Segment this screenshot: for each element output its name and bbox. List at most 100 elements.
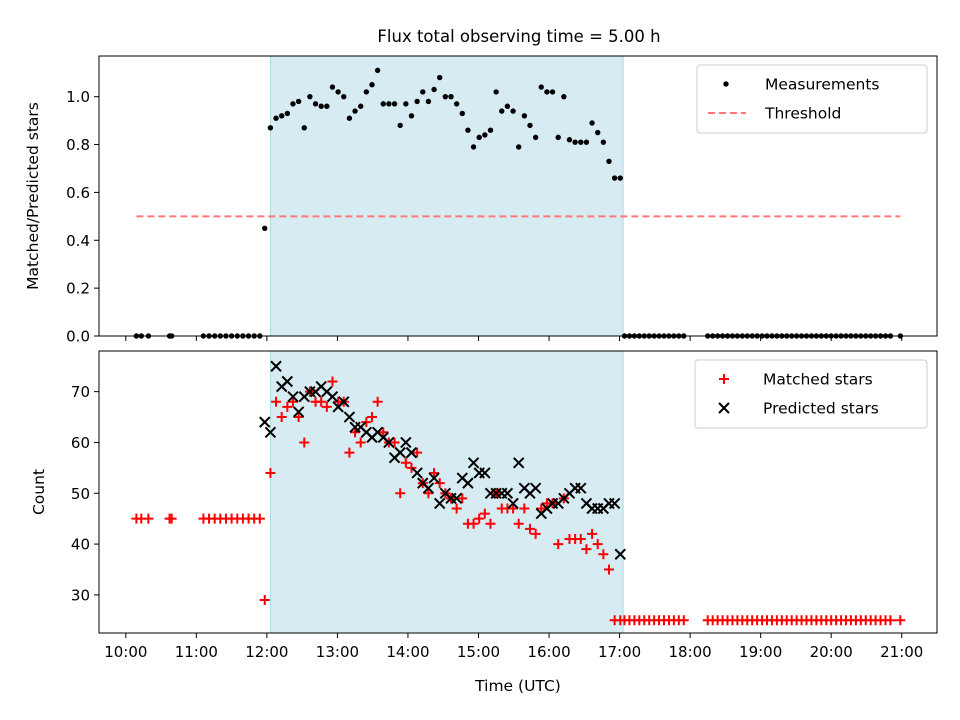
matched-star-point bbox=[457, 493, 468, 504]
predicted-star-point bbox=[450, 492, 463, 505]
matched-star-point bbox=[282, 401, 293, 412]
matched-star-point bbox=[378, 427, 389, 438]
measurement-point bbox=[425, 98, 432, 105]
matched-star-point bbox=[254, 513, 265, 524]
measurement-point bbox=[589, 120, 595, 126]
predicted-star-point bbox=[507, 497, 519, 510]
y-axis-label: Count bbox=[30, 469, 48, 515]
x-tick-label: 12:00 bbox=[245, 643, 288, 661]
predicted-star-point bbox=[343, 411, 356, 423]
measurement-point bbox=[493, 89, 499, 95]
measurement-point bbox=[499, 108, 505, 114]
measurement-point bbox=[346, 115, 353, 121]
measurement-point bbox=[532, 134, 539, 141]
legend-label: Matched stars bbox=[763, 371, 873, 389]
predicted-star-point bbox=[383, 436, 395, 449]
legend-box bbox=[696, 64, 928, 134]
measurement-point bbox=[465, 127, 471, 133]
matched-star-point bbox=[587, 528, 598, 539]
measurement-point bbox=[549, 89, 556, 95]
predicted-star-point bbox=[512, 457, 525, 469]
measurement-point bbox=[527, 122, 533, 129]
predicted-star-point bbox=[433, 497, 446, 510]
measurement-point bbox=[262, 225, 268, 232]
measurement-point bbox=[516, 144, 522, 150]
matched-star-point bbox=[271, 396, 282, 407]
x-tick-label: 15:00 bbox=[457, 643, 500, 661]
matched-star-point bbox=[366, 412, 377, 423]
matched-star-point bbox=[598, 549, 609, 560]
y-tick-label: 0.0 bbox=[66, 328, 90, 346]
predicted-star-point bbox=[405, 446, 418, 459]
measurement-point bbox=[431, 86, 437, 93]
measurement-point bbox=[301, 125, 307, 131]
x-tick-label: 14:00 bbox=[386, 643, 429, 661]
measurement-point bbox=[487, 127, 494, 133]
matched-star-point bbox=[355, 437, 366, 448]
matched-star-point bbox=[581, 544, 592, 555]
matched-star-point bbox=[299, 437, 310, 448]
measurement-point bbox=[380, 101, 386, 107]
measurement-point bbox=[504, 103, 511, 109]
predicted-star-point bbox=[462, 477, 474, 489]
legend: Matched stars Predicted stars bbox=[694, 359, 928, 429]
matched-star-point bbox=[885, 615, 896, 626]
y-tick-label: 70 bbox=[71, 383, 90, 401]
measurement-point bbox=[561, 93, 567, 100]
y-tick-label: 40 bbox=[71, 536, 90, 554]
bottom-panel: 30 40 50 60 70 10:00 11:00 12:00 13:00 14:00 15:00… bbox=[30, 350, 938, 695]
measurement-point bbox=[510, 108, 516, 114]
measurement-point bbox=[442, 93, 449, 100]
measurement-point bbox=[295, 98, 302, 105]
measurement-point bbox=[329, 84, 336, 90]
matched-star-point bbox=[434, 478, 445, 489]
measurement-point bbox=[386, 101, 392, 107]
matched-star-point bbox=[166, 513, 177, 524]
matched-star-point bbox=[259, 594, 270, 605]
predicted-star-point bbox=[529, 482, 542, 494]
measurement-point bbox=[391, 101, 398, 107]
predicted-star-point bbox=[614, 548, 626, 560]
predicted-star-point bbox=[394, 446, 406, 459]
measurement-point bbox=[572, 139, 578, 145]
predicted-star-point bbox=[259, 416, 271, 428]
legend-box bbox=[694, 359, 928, 429]
measurement-point bbox=[538, 84, 544, 90]
matched-star-point bbox=[513, 518, 524, 529]
predicted-star-point bbox=[428, 472, 440, 484]
measurement-point bbox=[448, 93, 454, 100]
matched-star-point bbox=[400, 457, 411, 468]
measurement-point bbox=[470, 144, 477, 150]
x-tick-label: 21:00 bbox=[880, 643, 923, 661]
matched-star-point bbox=[479, 508, 490, 519]
measurement-point bbox=[363, 89, 370, 95]
predicted-star-point bbox=[422, 482, 435, 494]
y-tick-label: 50 bbox=[71, 485, 90, 503]
matched-star-point bbox=[468, 518, 479, 529]
measurement-point bbox=[273, 115, 279, 121]
y-tick-label: 0.2 bbox=[66, 280, 90, 298]
matched-star-point bbox=[350, 427, 361, 438]
matched-star-point bbox=[143, 513, 154, 524]
measurement-point bbox=[307, 93, 313, 100]
matched-star-point bbox=[474, 513, 485, 524]
matched-star-point bbox=[603, 564, 614, 575]
measurement-point bbox=[459, 110, 465, 117]
measurement-point bbox=[324, 103, 330, 109]
axes-frame bbox=[98, 55, 938, 337]
measurement-point bbox=[566, 137, 573, 143]
x-tick-label: 10:00 bbox=[104, 643, 147, 661]
predicted-star-point bbox=[281, 375, 294, 388]
matched-star-point bbox=[361, 417, 372, 428]
measurement-point bbox=[312, 101, 319, 107]
measurement-point bbox=[267, 125, 274, 131]
predicted-star-point bbox=[338, 396, 350, 408]
top-panel-title: Flux total observing time = 5.00 h bbox=[377, 27, 660, 46]
y-tick-label: 1.0 bbox=[66, 88, 90, 106]
measurement-point bbox=[341, 93, 347, 100]
matched-star-point bbox=[519, 503, 530, 514]
legend-label: Threshold bbox=[764, 105, 841, 123]
legend-label: Predicted stars bbox=[763, 400, 879, 418]
y-tick-label: 30 bbox=[71, 586, 90, 604]
matched-star-point bbox=[485, 518, 496, 529]
